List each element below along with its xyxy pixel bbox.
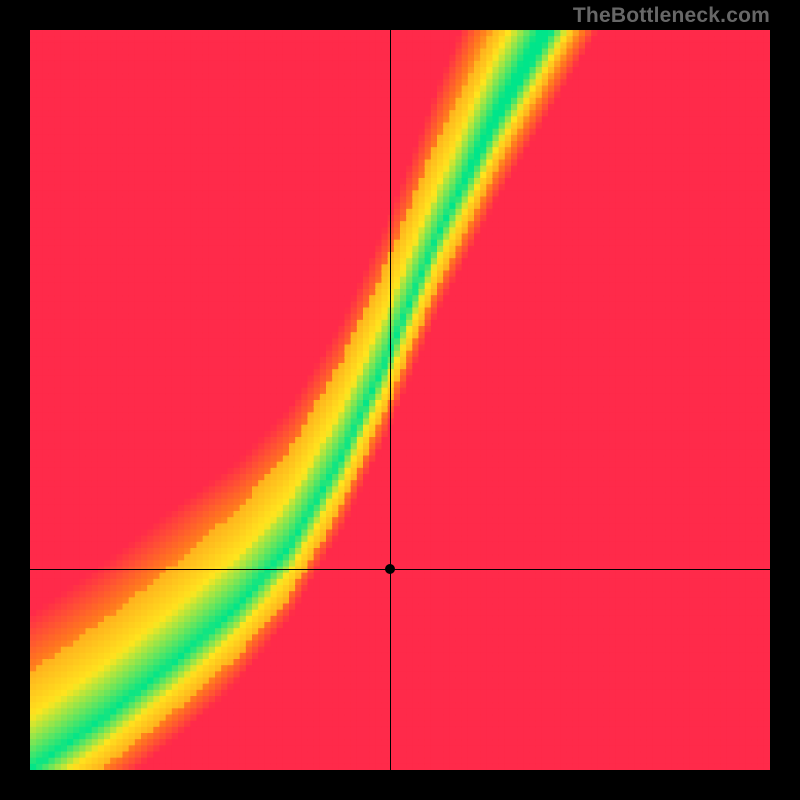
crosshair-horizontal	[30, 569, 770, 570]
crosshair-vertical	[390, 30, 391, 770]
watermark-text: TheBottleneck.com	[573, 4, 770, 28]
chart-container: TheBottleneck.com	[0, 0, 800, 800]
heatmap-plot	[30, 30, 770, 770]
heatmap-canvas	[30, 30, 770, 770]
data-point-marker	[385, 564, 395, 574]
